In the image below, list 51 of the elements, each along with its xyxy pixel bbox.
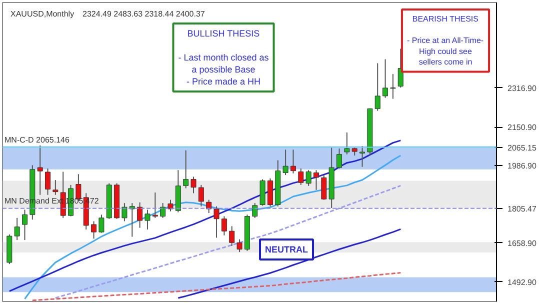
candlestick bbox=[160, 202, 166, 218]
candlestick bbox=[183, 150, 189, 189]
candlestick bbox=[52, 180, 58, 196]
candlestick bbox=[206, 199, 212, 214]
candlestick bbox=[221, 216, 227, 236]
candlestick bbox=[198, 184, 204, 207]
candlestick bbox=[122, 202, 128, 222]
candlestick bbox=[382, 58, 388, 98]
candlestick bbox=[360, 146, 366, 168]
candlestick bbox=[22, 209, 28, 241]
text: BEARISH THESIS - Price at an All-Time- High could see sellers come in bbox=[406, 14, 484, 67]
candlestick bbox=[344, 132, 350, 155]
candlestick bbox=[306, 170, 312, 186]
candlestick bbox=[290, 149, 296, 174]
candlestick bbox=[374, 62, 380, 112]
candlestick bbox=[45, 168, 50, 196]
candlestick bbox=[91, 220, 97, 240]
candlestick bbox=[398, 48, 404, 88]
annotation: NEUTRAL bbox=[265, 244, 308, 254]
text: BULLISH THESIS - Last month closed as a possible Base - Price made a HH bbox=[178, 28, 269, 86]
y-tick-label: 1986.90 bbox=[508, 162, 537, 171]
candlestick bbox=[144, 209, 150, 230]
ref-line-label: MN-C-D 2065.146 bbox=[4, 135, 70, 144]
y-tick-label: 2316.90 bbox=[508, 84, 537, 93]
y-tick-label: 2150.90 bbox=[508, 123, 537, 132]
candlestick bbox=[190, 176, 196, 194]
y-tick-label: 1492.90 bbox=[508, 278, 537, 287]
candlestick bbox=[298, 168, 304, 186]
candlestick bbox=[37, 144, 43, 196]
text: XAUUSD,Monthly bbox=[10, 10, 74, 18]
line-series bbox=[32, 272, 402, 302]
line-series bbox=[177, 228, 402, 299]
y-tick-label: 1805.47 bbox=[508, 204, 537, 214]
text: 2324.49 2483.63 2318.44 2400.37 bbox=[82, 10, 206, 18]
candlestick bbox=[152, 192, 158, 218]
candlestick bbox=[129, 202, 135, 238]
candlestick bbox=[390, 74, 396, 100]
candlestick bbox=[336, 148, 342, 169]
candlestick bbox=[168, 199, 174, 212]
candlestick bbox=[252, 202, 258, 218]
candlestick bbox=[137, 202, 143, 228]
y-tick-label: 2065.15 bbox=[508, 143, 537, 152]
y-tick-label: 1658.90 bbox=[508, 238, 537, 248]
candlestick bbox=[98, 214, 104, 234]
candlestick bbox=[14, 217, 20, 241]
candlestick bbox=[321, 174, 327, 200]
candlestick bbox=[282, 149, 288, 176]
candlestick bbox=[214, 206, 220, 238]
candlestick bbox=[313, 170, 319, 190]
candlestick bbox=[236, 238, 242, 253]
candlestick bbox=[229, 226, 235, 246]
